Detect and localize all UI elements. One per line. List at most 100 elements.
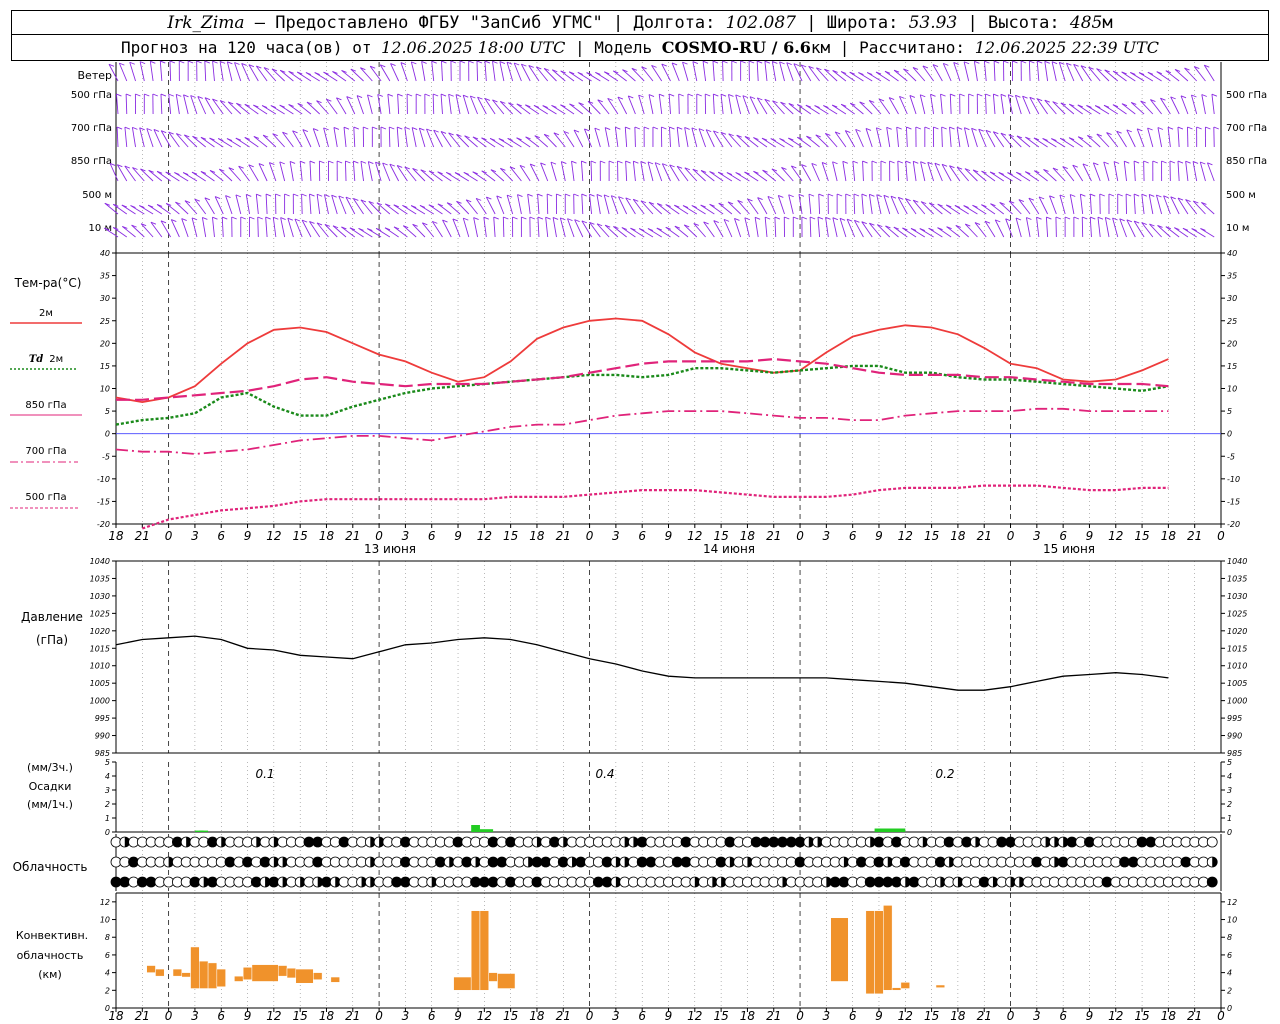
wind-barb-flag [316,222,323,226]
wind-barb [332,225,347,238]
wind-barb [343,127,347,148]
wind-barb-flag [617,160,623,164]
wind-barb-flag [696,93,702,97]
wind-barb-flag [937,203,943,207]
wind-barb [1155,194,1163,215]
convective-unit: (км) [38,968,62,981]
wind-barb [798,194,803,215]
wind-barb [1147,127,1154,148]
wind-barb [875,127,882,148]
wind-barb-flag [993,60,1000,64]
wind-barb-flag [999,202,1005,205]
wind-barb-flag [368,200,374,204]
wind-barb [994,219,1005,238]
wind-barb-flag [1149,194,1155,197]
cloud-cover-symbol-fill [949,857,955,867]
wind-barb-flag [528,65,534,68]
wind-barb-flag [117,164,123,168]
wind-barb [876,194,882,215]
wind-barb [1060,102,1075,115]
temperature-series-line [116,357,1169,401]
wind-barb-flag [552,216,559,220]
temperature-axis-title: Тем-ра(°C) [14,276,82,290]
time-tick-label: 9 [244,529,252,543]
wind-barb [165,203,180,215]
wind-barb-flag [735,172,741,175]
wind-barb [309,161,312,182]
wind-barb [183,134,198,148]
wind-barb-flag [499,61,506,65]
wind-barb [428,204,443,215]
wind-barb [496,195,505,215]
wind-barb [910,228,926,238]
pressure-tick-label: 985 [95,749,110,758]
time-tick-label: 15 [293,529,308,543]
wind-barb [885,225,899,238]
time-tick-label: 21 [1187,529,1202,543]
wind-barb [226,138,242,148]
wind-barb [893,69,908,82]
wind-barb [421,222,435,238]
wind-barb [367,94,373,115]
convective-tick-label: 4 [105,969,110,978]
cloud-cover-symbol-fill [300,877,306,887]
wind-barb [325,98,338,115]
time-tick-label: 21 [345,1009,360,1023]
wind-barb [516,137,531,148]
wind-barb-flag [483,216,489,220]
wind-barb [956,166,970,182]
wind-barb [316,222,329,238]
wind-barb-flag [726,172,733,175]
wind-barb-flag [238,165,244,169]
time-tick-label: 21 [977,529,992,543]
wind-barb [227,101,242,115]
wind-barb [786,62,794,82]
wind-barb [477,96,487,115]
wind-barb [441,61,443,82]
wind-barb [375,162,382,182]
time-tick-label: 3 [402,529,410,543]
wind-barb [542,105,557,115]
time-tick-label: 9 [875,1009,883,1023]
wind-barb-flag [604,224,611,228]
wind-barb-flag [651,64,657,68]
wind-barb-flag [113,203,119,207]
cloud-cover-symbol-fill [379,837,385,847]
cloud-cover-symbol-fill [624,837,630,847]
wind-barb [1072,164,1084,182]
wind-barb [671,62,680,82]
wind-barb-flag [805,104,812,108]
wind-barb [634,126,636,148]
wind-barb-flag [1174,227,1180,231]
wind-barb-flag [294,218,301,222]
wind-barb [1191,228,1206,238]
wind-barb-flag [121,204,128,208]
wind-barb-flag [913,160,919,164]
pressure-tick-label: 990 [95,732,110,741]
wind-barb [1000,94,1005,115]
convective-tick-label: 0 [1227,1004,1232,1013]
wind-barb-flag [1192,161,1199,164]
wind-barb-flag [1044,60,1050,64]
wind-barb-flag [209,170,216,173]
wind-barb-flag [324,194,330,198]
wind-barb [288,70,303,82]
temp-tick-label: -5 [1227,452,1235,461]
wind-barb [981,204,996,215]
wind-barb [1045,217,1049,238]
wind-barb [727,201,741,215]
wind-barb-flag [1059,61,1065,65]
wind-barb-flag [200,136,207,140]
wind-barb-flag [869,193,875,197]
wind-barb [204,97,215,115]
wind-barb-flag [437,171,443,175]
wind-barb [684,167,698,182]
wind-barb-flag [1005,218,1011,222]
cloud-cover-symbol-fill [817,837,823,847]
wind-barb-flag [1055,216,1062,220]
pressure-tick-label: 1035 [1227,574,1247,583]
wind-barb-flag [160,60,166,64]
wind-barb-flag [280,217,286,221]
convective-bar [883,905,893,991]
wind-barb-flag [674,225,681,229]
